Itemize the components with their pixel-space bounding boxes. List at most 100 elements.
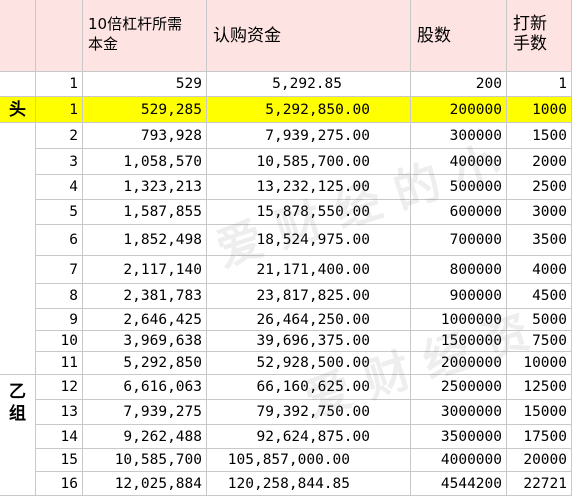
row-index[interactable]: 13 [36,400,83,425]
principal-cell[interactable]: 1,058,570 [83,149,207,175]
shares-cell[interactable]: 900000 [411,284,507,309]
shares-cell[interactable]: 800000 [411,256,507,284]
subscription-cell[interactable]: 79,392,750.00 [207,400,411,425]
shares-cell[interactable]: 200 [411,72,507,97]
header-lots-label: 打新 手数 [513,14,547,54]
lots-cell[interactable]: 20000 [507,449,572,472]
shares-cell[interactable]: 1000000 [411,309,507,331]
lots-cell[interactable]: 3500 [507,225,572,256]
principal-cell[interactable]: 3,969,638 [83,331,207,352]
lots-cell[interactable]: 17500 [507,425,572,449]
principal-cell[interactable]: 6,616,063 [83,375,207,400]
row-index[interactable]: 1 [36,97,83,123]
principal-cell[interactable]: 10,585,700 [83,449,207,472]
shares-cell[interactable]: 500000 [411,175,507,200]
subscription-cell[interactable]: 13,232,125.00 [207,175,411,200]
subscription-cell[interactable]: 7,939,275.00 [207,123,411,149]
row-index[interactable]: 11 [36,352,83,375]
principal-cell[interactable]: 1,587,855 [83,200,207,225]
lots-cell[interactable]: 4000 [507,256,572,284]
shares-cell[interactable]: 3500000 [411,425,507,449]
lots-cell[interactable]: 5000 [507,309,572,331]
lots-cell[interactable]: 1000 [507,97,572,123]
subscription-cell[interactable]: 18,524,975.00 [207,225,411,256]
shares-cell[interactable]: 200000 [411,97,507,123]
row-index[interactable]: 1 [36,72,83,97]
principal-cell[interactable]: 793,928 [83,123,207,149]
shares-cell[interactable]: 300000 [411,123,507,149]
header-subscription-label: 认购资金 [213,26,281,46]
header-cell-principal[interactable]: 10倍杠杆所需 本金 [83,0,207,72]
lots-cell[interactable]: 7500 [507,331,572,352]
lots-cell[interactable]: 2000 [507,149,572,175]
shares-cell[interactable]: 600000 [411,200,507,225]
subscription-cell[interactable]: 39,696,375.00 [207,331,411,352]
header-principal-label: 10倍杠杆所需 本金 [88,15,183,53]
lots-cell[interactable]: 10000 [507,352,572,375]
side-cell-group[interactable]: 乙 组 [0,375,36,496]
lots-cell[interactable]: 15000 [507,400,572,425]
header-cell-lots[interactable]: 打新 手数 [507,0,572,72]
lots-cell[interactable]: 2500 [507,175,572,200]
principal-cell[interactable]: 7,939,275 [83,400,207,425]
row-index[interactable]: 16 [36,472,83,496]
row-index[interactable]: 12 [36,375,83,400]
lots-cell[interactable]: 1 [507,72,572,97]
shares-cell[interactable]: 4544200 [411,472,507,496]
subscription-cell[interactable]: 52,928,500.00 [207,352,411,375]
row-index[interactable]: 10 [36,331,83,352]
lots-cell[interactable]: 1500 [507,123,572,149]
row-index[interactable]: 15 [36,449,83,472]
shares-cell[interactable]: 700000 [411,225,507,256]
row-index[interactable]: 7 [36,256,83,284]
subscription-cell[interactable]: 26,464,250.00 [207,309,411,331]
lots-cell[interactable]: 22721 [507,472,572,496]
subscription-cell[interactable]: 5,292.85 [207,72,411,97]
row-index[interactable]: 9 [36,309,83,331]
side-cell-blank-2[interactable] [0,123,36,375]
principal-cell[interactable]: 12,025,884 [83,472,207,496]
principal-cell[interactable]: 1,852,498 [83,225,207,256]
lots-cell[interactable]: 12500 [507,375,572,400]
header-cell-shares[interactable]: 股数 [411,0,507,72]
principal-cell[interactable]: 2,381,783 [83,284,207,309]
shares-cell[interactable]: 4000000 [411,449,507,472]
lots-cell[interactable]: 3000 [507,200,572,225]
principal-cell[interactable]: 529,285 [83,97,207,123]
row-index[interactable]: 2 [36,123,83,149]
principal-cell[interactable]: 9,262,488 [83,425,207,449]
subscription-cell[interactable]: 23,817,825.00 [207,284,411,309]
row-index[interactable]: 4 [36,175,83,200]
side-head-label: 头 [9,100,26,120]
subscription-cell[interactable]: 66,160,625.00 [207,375,411,400]
principal-cell[interactable]: 2,117,140 [83,256,207,284]
shares-cell[interactable]: 1500000 [411,331,507,352]
shares-cell[interactable]: 2000000 [411,352,507,375]
principal-cell[interactable]: 1,323,213 [83,175,207,200]
header-cell-subscription[interactable]: 认购资金 [207,0,411,72]
subscription-cell[interactable]: 10,585,700.00 [207,149,411,175]
subscription-cell[interactable]: 21,171,400.00 [207,256,411,284]
subscription-cell[interactable]: 105,857,000.00 [207,449,411,472]
side-cell-head[interactable]: 头 [0,97,36,123]
principal-cell[interactable]: 2,646,425 [83,309,207,331]
header-cell-side[interactable] [0,0,36,72]
shares-cell[interactable]: 400000 [411,149,507,175]
row-index[interactable]: 6 [36,225,83,256]
principal-cell[interactable]: 5,292,850 [83,352,207,375]
side-cell-blank[interactable] [0,72,36,97]
lots-cell[interactable]: 4500 [507,284,572,309]
subscription-cell[interactable]: 5,292,850.00 [207,97,411,123]
row-index[interactable]: 3 [36,149,83,175]
header-cell-index[interactable] [36,0,83,72]
subscription-cell[interactable]: 15,878,550.00 [207,200,411,225]
subscription-cell[interactable]: 120,258,844.85 [207,472,411,496]
row-index[interactable]: 8 [36,284,83,309]
shares-cell[interactable]: 3000000 [411,400,507,425]
row-index[interactable]: 14 [36,425,83,449]
shares-cell[interactable]: 2500000 [411,375,507,400]
row-index[interactable]: 5 [36,200,83,225]
subscription-cell[interactable]: 92,624,875.00 [207,425,411,449]
principal-cell[interactable]: 529 [83,72,207,97]
